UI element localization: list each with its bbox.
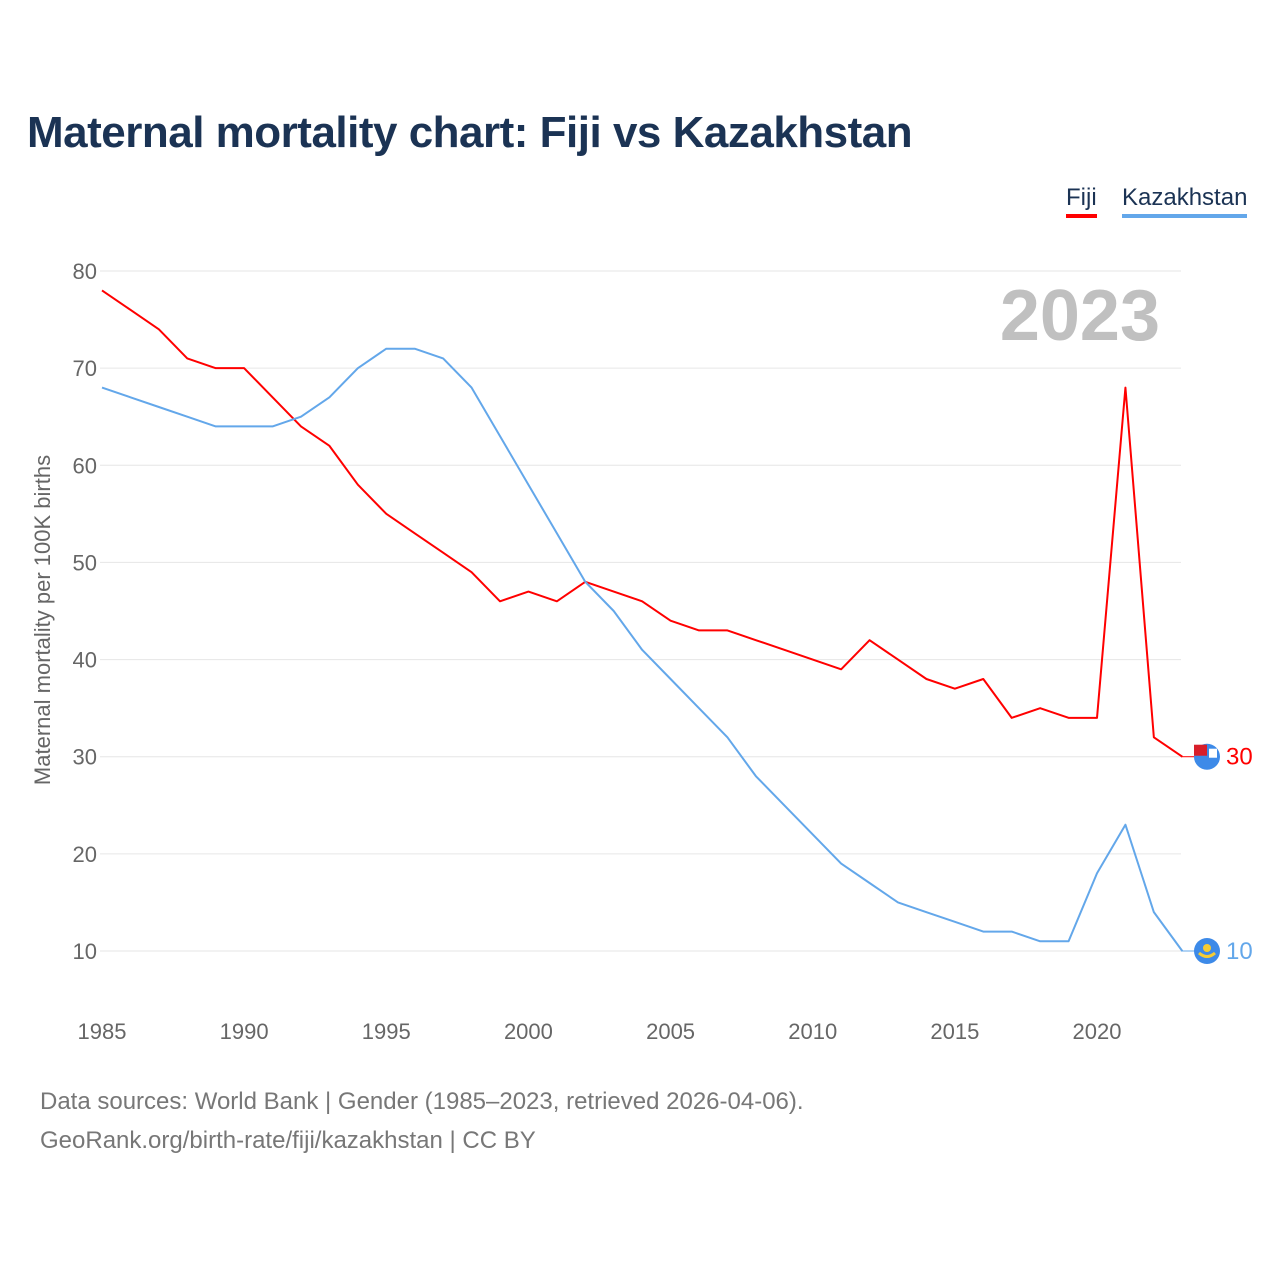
y-axis-label: Maternal mortality per 100K births xyxy=(30,455,55,785)
x-tick-label: 2015 xyxy=(930,1019,979,1044)
x-tick-label: 1995 xyxy=(362,1019,411,1044)
fiji-flag-canton xyxy=(1194,744,1207,756)
year-label: 2023 xyxy=(1000,276,1160,356)
x-tick-label: 2005 xyxy=(646,1019,695,1044)
legend-fiji[interactable]: Fiji xyxy=(1066,184,1097,218)
x-tick-label: 1985 xyxy=(78,1019,127,1044)
y-tick-label: 40 xyxy=(73,648,97,673)
footer-sources: Data sources: World Bank | Gender (1985–… xyxy=(40,1088,804,1115)
x-tick-label: 1990 xyxy=(220,1019,269,1044)
y-tick-label: 10 xyxy=(73,939,97,964)
x-tick-label: 2020 xyxy=(1073,1019,1122,1044)
kazakhstan-flag-eagle xyxy=(1198,951,1216,958)
y-tick-label: 20 xyxy=(73,842,97,867)
footer-link[interactable]: GeoRank.org/birth-rate/fiji/kazakhstan |… xyxy=(40,1127,536,1154)
end-value-label: 30 xyxy=(1226,744,1253,771)
end-value-label: 10 xyxy=(1226,938,1253,965)
y-tick-label: 80 xyxy=(73,259,97,284)
y-tick-label: 60 xyxy=(73,453,97,478)
x-tick-label: 2000 xyxy=(504,1019,553,1044)
y-tick-label: 70 xyxy=(73,356,97,381)
series-line-kazakhstan xyxy=(101,347,1184,952)
kazakhstan-flag-sun xyxy=(1203,944,1211,952)
x-tick-label: 2010 xyxy=(788,1019,837,1044)
y-tick-label: 30 xyxy=(73,745,97,770)
fiji-flag-shield xyxy=(1209,748,1217,758)
y-tick-label: 50 xyxy=(73,550,97,575)
legend-kazakhstan[interactable]: Kazakhstan xyxy=(1122,184,1248,218)
series-line-fiji xyxy=(101,289,1183,758)
chart-title: Maternal mortality chart: Fiji vs Kazakh… xyxy=(27,108,913,157)
